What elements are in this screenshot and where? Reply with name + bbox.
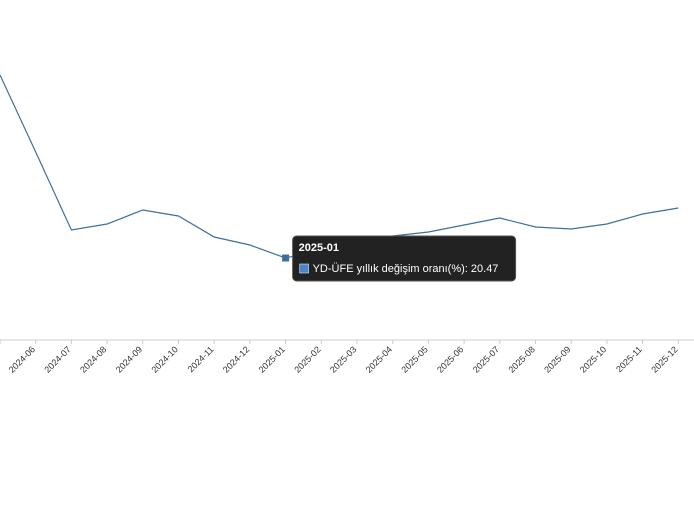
x-tick-label: 2025-03 [328,344,358,374]
x-tick-label: 2024-07 [42,344,72,374]
x-tick-label: 2025-12 [649,344,679,374]
x-tick-label: 2024-12 [221,344,251,374]
highlight-point [282,254,290,262]
tooltip: 2025-01 YD-ÜFE yıllık değişim oranı(%): 2… [292,235,517,282]
x-tick-label: 2025-01 [257,344,287,374]
x-tick-label: 2024-09 [114,344,144,374]
x-tick-label: 2024-08 [78,344,108,374]
x-tick-label: 2025-06 [435,344,465,374]
tooltip-swatch [299,263,309,274]
tooltip-title: 2025-01 [299,242,339,254]
x-tick-label: 2025-05 [399,344,429,374]
x-tick-label: 2025-04 [364,344,394,374]
x-tick-label: 2025-07 [471,344,501,374]
x-tick-label: 2025-10 [578,344,608,374]
line [0,74,679,259]
x-tick-label: 2024-05 [0,344,1,374]
x-tick-label: 2025-02 [292,344,322,374]
tooltip-text: YD-ÜFE yıllık değişim oranı(%): 20.47 [313,263,499,275]
x-tick-label: 2024-11 [186,344,216,374]
x-tick-label: 2024-06 [7,344,37,374]
tooltip-box [292,235,517,282]
x-tick-label: 2025-08 [506,344,536,374]
x-tick-label: 2024-10 [149,344,179,374]
x-tick-label: 2025-11 [614,344,644,374]
x-tick-label: 2025-09 [542,344,572,374]
